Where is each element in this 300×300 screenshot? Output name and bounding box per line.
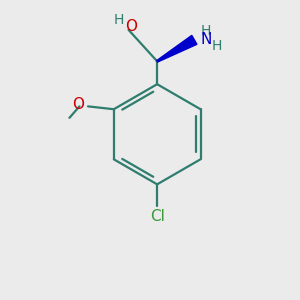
Text: H: H	[113, 13, 124, 27]
Text: N: N	[200, 32, 212, 47]
Text: Cl: Cl	[150, 209, 165, 224]
Text: O: O	[125, 20, 137, 34]
Text: H: H	[201, 24, 211, 38]
Text: O: O	[72, 98, 84, 112]
Polygon shape	[157, 35, 197, 62]
Text: H: H	[212, 39, 222, 52]
